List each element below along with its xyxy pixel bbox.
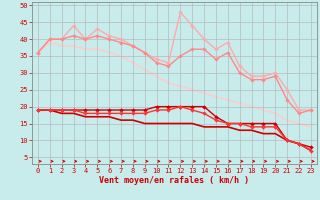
X-axis label: Vent moyen/en rafales ( km/h ): Vent moyen/en rafales ( km/h ) — [100, 176, 249, 185]
